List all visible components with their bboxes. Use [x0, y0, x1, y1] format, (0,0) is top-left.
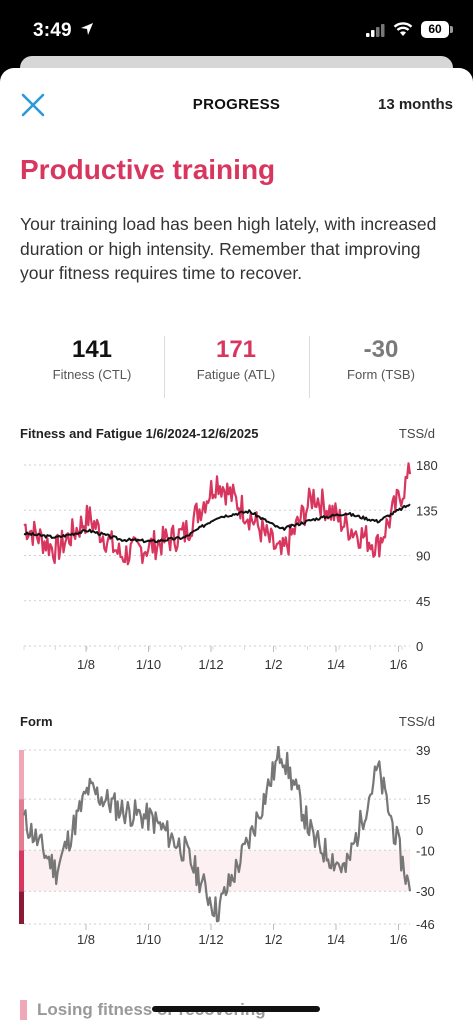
y-tick-label: 180 [416, 458, 438, 473]
zone-swatch [20, 1000, 27, 1020]
x-tick-label: 1/2 [264, 657, 282, 672]
y-tick-label: 135 [416, 503, 438, 518]
x-tick-label: 1/4 [327, 657, 345, 672]
stat-label: Form (TSB) [347, 367, 415, 382]
status-bar: 3:49 60 [0, 0, 473, 60]
y-tick-label: 39 [416, 746, 430, 758]
y-tick-label: 90 [416, 549, 430, 564]
x-tick-label: 1/10 [136, 932, 161, 946]
optimal-zone-band [24, 850, 410, 892]
wifi-icon [393, 22, 413, 36]
time-range-selector[interactable]: 13 months [377, 96, 453, 113]
stat-fatigue: 171 Fatigue (ATL) [164, 336, 308, 382]
x-tick-label: 1/8 [77, 932, 95, 946]
page-title: PROGRESS [192, 96, 281, 113]
x-tick-label: 1/6 [389, 657, 407, 672]
zone-scale [19, 850, 24, 892]
zone-label: Losing fitness or recovering [37, 1000, 266, 1019]
stats-row: 141 Fitness (CTL) 171 Fatigue (ATL) -30 … [20, 336, 453, 400]
fitness-chart-unit: TSS/d [398, 426, 435, 441]
home-indicator [152, 1006, 320, 1012]
form-chart-title: Form [20, 714, 53, 729]
form-line [22, 746, 412, 923]
zone-scale [19, 799, 24, 851]
stat-label: Fitness (CTL) [52, 367, 132, 382]
x-tick-label: 1/4 [327, 932, 345, 946]
zone-scale [19, 891, 24, 924]
y-tick-label: -30 [416, 884, 435, 899]
progress-sheet: PROGRESS 13 months Productive training Y… [0, 68, 473, 1023]
fitness-line [23, 503, 411, 544]
x-tick-label: 1/12 [198, 657, 223, 672]
y-tick-label: 0 [416, 639, 423, 654]
x-tick-label: 1/2 [264, 932, 282, 946]
status-time: 3:49 [33, 20, 72, 41]
location-arrow-icon [81, 23, 93, 35]
status-description: Your training load has been high lately,… [20, 214, 437, 283]
y-tick-label: -10 [416, 843, 435, 858]
stat-value: 141 [71, 336, 113, 363]
stat-label: Fatigue (ATL) [196, 367, 276, 382]
y-tick-label: 0 [416, 823, 423, 838]
x-tick-label: 1/10 [136, 657, 161, 672]
battery-icon: 60 [421, 21, 453, 38]
stat-value: -30 [363, 336, 399, 363]
status-headline: Productive training [20, 154, 276, 185]
close-icon[interactable] [20, 92, 46, 118]
stat-form: -30 Form (TSB) [309, 336, 453, 382]
y-tick-label: 15 [416, 792, 430, 807]
form-chart-unit: TSS/d [398, 714, 435, 729]
y-tick-label: 45 [416, 594, 430, 609]
fitness-fatigue-chart[interactable]: 180 135 90 45 0 1/8 1/10 1/12 1/2 1/4 1/6 [0, 453, 473, 678]
zone-scale [19, 750, 24, 800]
fitness-chart-title: Fitness and Fatigue 1/6/2024-12/6/2025 [20, 426, 259, 441]
x-tick-label: 1/8 [77, 657, 95, 672]
divider [164, 336, 165, 398]
form-chart[interactable]: 39 15 0 -10 -30 -46 1/8 1/10 1/12 1/2 1/4 1/6 [0, 746, 473, 946]
y-tick-label: -46 [416, 917, 435, 932]
divider [309, 336, 310, 398]
cellular-signal-icon [366, 24, 385, 37]
stat-value: 171 [215, 336, 257, 363]
stat-fitness: 141 Fitness (CTL) [20, 336, 164, 382]
x-tick-label: 1/6 [389, 932, 407, 946]
x-tick-label: 1/12 [198, 932, 223, 946]
